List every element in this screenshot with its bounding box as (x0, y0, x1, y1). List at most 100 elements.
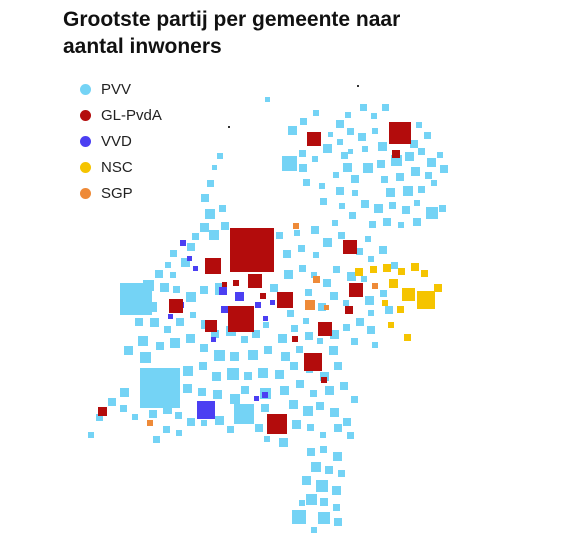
municipality-square-pvv (284, 270, 293, 279)
municipality-square-pvv (371, 113, 377, 119)
municipality-square-glpvda (345, 306, 353, 314)
municipality-square-vvd (197, 401, 215, 419)
municipality-square-glpvda (389, 122, 411, 144)
municipality-square-pvv (227, 368, 239, 380)
municipality-square-pvv (296, 380, 304, 388)
municipality-square-pvv (305, 332, 313, 340)
municipality-square-pvv (299, 500, 305, 506)
municipality-square-pvv (313, 252, 319, 258)
municipality-square-pvv (372, 128, 378, 134)
municipality-square-vvd (263, 316, 268, 321)
map-dot (228, 126, 230, 128)
municipality-square-pvv (351, 396, 358, 403)
municipality-square-pvv (418, 148, 425, 155)
municipality-square-pvv (120, 405, 127, 412)
municipality-square-pvv (328, 132, 333, 137)
municipality-square-pvv (176, 318, 184, 326)
municipality-square-vvd (270, 300, 275, 305)
legend: PVV GL-PvdA VVD NSC SGP (80, 76, 162, 206)
municipality-square-pvv (439, 205, 446, 212)
municipality-square-pvv (261, 404, 269, 412)
municipality-square-pvv (414, 200, 420, 206)
municipality-square-glpvda (205, 258, 221, 274)
municipality-square-pvv (164, 326, 171, 333)
municipality-square-pvv (369, 221, 376, 228)
municipality-square-pvv (347, 272, 356, 281)
municipality-square-vvd (211, 337, 216, 342)
municipality-square-pvv (410, 140, 418, 148)
municipality-square-pvv (135, 318, 143, 326)
municipality-square-pvv (311, 272, 317, 278)
title-line-1: Grootste partij per gemeente naar (63, 8, 401, 31)
municipality-square-pvv (234, 404, 254, 424)
municipality-square-glpvda (321, 377, 327, 383)
municipality-square-pvv (349, 212, 356, 219)
municipality-square-pvv (302, 476, 311, 485)
municipality-square-pvv (343, 418, 351, 426)
municipality-square-pvv (252, 330, 260, 338)
municipality-square-pvv (211, 330, 219, 338)
municipality-square-pvv (330, 408, 339, 417)
municipality-square-pvv (332, 486, 341, 495)
municipality-square-pvv (192, 233, 199, 240)
legend-swatch-pvv (80, 83, 91, 95)
legend-item-vvd: VVD (80, 128, 162, 154)
municipality-square-pvv (367, 326, 375, 334)
municipality-square-pvv (358, 133, 366, 141)
municipality-square-pvv (316, 402, 324, 410)
municipality-square-pvv (351, 175, 359, 183)
municipality-square-pvv (323, 144, 332, 153)
municipality-square-pvv (292, 420, 301, 429)
municipality-square-pvv (360, 104, 367, 111)
municipality-square-pvv (244, 372, 252, 380)
municipality-square-pvv (426, 207, 438, 219)
legend-swatch-glpvda (80, 109, 91, 121)
municipality-square-pvv (391, 262, 398, 269)
municipality-square-pvv (227, 426, 234, 433)
municipality-square-pvv (416, 122, 422, 128)
municipality-square-pvv (300, 118, 307, 125)
municipality-square-pvv (313, 110, 319, 116)
municipality-square-pvv (403, 186, 413, 196)
municipality-square-nsc (411, 263, 419, 271)
municipality-square-nsc (382, 300, 388, 306)
municipality-square-pvv (200, 344, 208, 352)
municipality-square-pvv (275, 370, 284, 379)
municipality-square-pvv (310, 390, 317, 397)
municipality-square-pvv (212, 372, 221, 381)
municipality-square-pvv (214, 350, 225, 361)
municipality-square-pvv (378, 142, 387, 151)
municipality-square-pvv (241, 386, 249, 394)
legend-label-sgp: SGP (101, 184, 133, 202)
municipality-square-pvv (320, 198, 327, 205)
municipality-square-pvv (330, 292, 338, 300)
municipality-square-pvv (186, 334, 195, 343)
municipality-square-nsc (421, 270, 428, 277)
municipality-square-pvv (303, 406, 313, 416)
municipality-square-pvv (263, 322, 269, 328)
municipality-square-pvv (215, 416, 224, 425)
municipality-square-pvv (311, 462, 321, 472)
municipality-square-pvv (201, 420, 207, 426)
municipality-square-pvv (132, 414, 138, 420)
municipality-square-glpvda (248, 274, 262, 288)
municipality-square-pvv (424, 132, 431, 139)
municipality-square-pvv (299, 265, 306, 272)
municipality-square-pvv (337, 139, 343, 145)
legend-item-glpvda: GL-PvdA (80, 102, 162, 128)
municipality-square-pvv (281, 352, 290, 361)
municipality-square-pvv (207, 180, 214, 187)
municipality-square-pvv (288, 126, 297, 135)
municipality-square-pvv (323, 279, 331, 287)
municipality-square-pvv (320, 372, 329, 381)
municipality-square-glpvda (318, 322, 332, 336)
municipality-square-pvv (199, 362, 207, 370)
municipality-square-pvv (290, 362, 298, 370)
municipality-square-nsc (402, 288, 415, 301)
legend-swatch-sgp (80, 187, 91, 199)
municipality-square-nsc (434, 284, 442, 292)
municipality-square-pvv (96, 414, 103, 421)
municipality-square-pvv (187, 418, 195, 426)
municipality-square-vvd (262, 392, 268, 398)
